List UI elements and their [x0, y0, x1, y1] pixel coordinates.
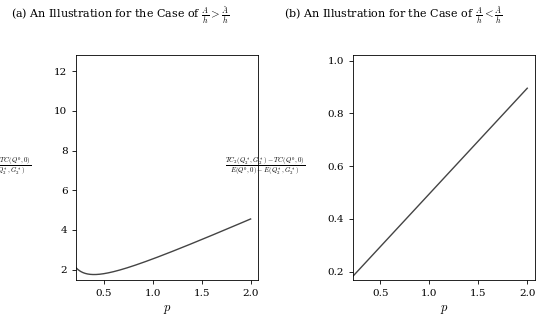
Text: (a) An Illustration for the Case of $\frac{A}{h} > \frac{\hat{A}}{h}$: (a) An Illustration for the Case of $\fr… [11, 4, 229, 26]
X-axis label: $p$: $p$ [440, 303, 448, 316]
X-axis label: $p$: $p$ [163, 303, 172, 316]
Y-axis label: $\frac{TC_2(Q_2^*, G_2^*) - TC(Q^0, 0)}{E(Q^0, 0) - E(Q_2^*, G_2^*)}$: $\frac{TC_2(Q_2^*, G_2^*) - TC(Q^0, 0)}{… [225, 156, 305, 178]
Y-axis label: $\frac{TC_2(Q_2^*, G_2^*) - TC(Q^0, 0)}{E(Q^0, 0) - E(Q_2^*, G_2^*)}$: $\frac{TC_2(Q_2^*, G_2^*) - TC(Q^0, 0)}{… [0, 156, 32, 178]
Text: (b) An Illustration for the Case of $\frac{A}{h} < \frac{\hat{A}}{h}$: (b) An Illustration for the Case of $\fr… [284, 4, 502, 26]
